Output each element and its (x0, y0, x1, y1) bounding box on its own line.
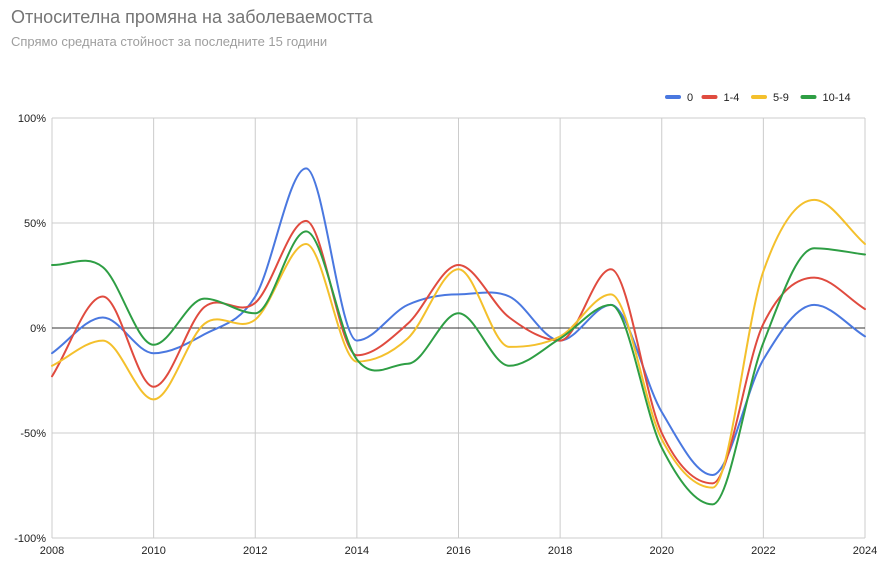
y-axis: 100% 50% 0% -50% -100% (14, 113, 46, 545)
x-tick-label: 2010 (141, 545, 165, 557)
x-tick-label: 2012 (243, 545, 267, 557)
x-tick-label: 2014 (345, 545, 369, 557)
legend: 0 1-4 5-9 10-14 (665, 92, 851, 104)
chart-title: Относителна промяна на заболеваемостта (11, 7, 373, 27)
legend-label-5-9: 5-9 (773, 92, 789, 104)
legend-label-1-4: 1-4 (724, 92, 740, 104)
y-tick-label: 0% (30, 323, 46, 335)
legend-label-0: 0 (687, 92, 693, 104)
series-line-5-9 (51, 198, 866, 489)
legend-label-10-14: 10-14 (823, 92, 851, 104)
y-tick-label: 50% (24, 218, 46, 230)
x-tick-label: 2008 (40, 545, 64, 557)
series-layer (51, 167, 866, 506)
y-tick-label: 100% (18, 113, 46, 125)
x-tick-label: 2016 (446, 545, 470, 557)
y-tick-label: -100% (14, 533, 46, 545)
y-tick-label: -50% (20, 428, 46, 440)
x-tick-label: 2022 (751, 545, 775, 557)
series-line-10-14 (51, 230, 866, 506)
x-axis: 2008 2010 2012 2014 2016 2018 2020 2022 2024 (40, 545, 877, 557)
x-tick-label: 2020 (650, 545, 674, 557)
x-tick-label: 2018 (548, 545, 572, 557)
x-tick-label: 2024 (853, 545, 877, 557)
chart-subtitle: Спрямо средната стойност за последните 1… (11, 34, 328, 49)
